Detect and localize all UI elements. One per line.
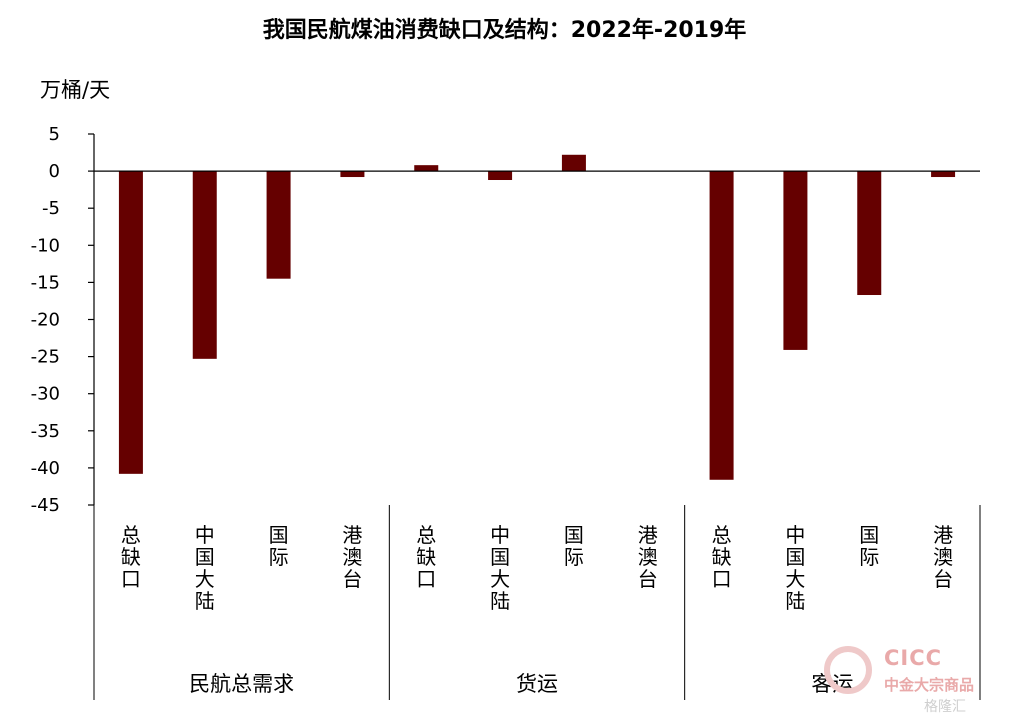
y-tick-label: -30: [31, 384, 60, 405]
x-category-label: 港澳台: [638, 523, 658, 591]
y-tick-label: -40: [31, 458, 60, 479]
watermark-brand: CICC: [884, 646, 943, 670]
x-category-label: 港澳台: [933, 523, 953, 591]
y-tick-label: 5: [49, 124, 60, 145]
chart-title: 我国民航煤油消费缺口及结构：2022年-2019年: [262, 18, 747, 43]
y-axis-unit-label: 万桶/天: [40, 78, 111, 102]
bar: [561, 154, 586, 172]
x-group-label: 货运: [516, 672, 558, 696]
bar: [488, 171, 513, 181]
y-tick-label: -45: [31, 495, 60, 516]
y-tick-label: 0: [49, 161, 60, 182]
y-tick-label: -35: [31, 421, 60, 442]
x-category-label: 国际: [564, 523, 584, 569]
bar: [783, 171, 808, 350]
x-category-label: 中国大陆: [195, 523, 215, 613]
bar: [709, 171, 734, 480]
watermark-corner: 格隆汇: [924, 699, 966, 715]
bar: [118, 171, 143, 474]
x-category-label: 港澳台: [342, 523, 362, 591]
bars-layer: [118, 154, 956, 480]
bar: [266, 171, 291, 279]
cicc-logo-icon: [824, 646, 872, 694]
x-group-label: 民航总需求: [189, 672, 294, 696]
x-category-label: 国际: [269, 523, 289, 569]
x-category-label: 总缺口: [416, 523, 436, 591]
x-category-label: 中国大陆: [785, 523, 805, 613]
watermark-subtitle: 中金大宗商品: [884, 676, 975, 694]
watermark: CICC 中金大宗商品 格隆汇: [824, 644, 1004, 715]
bar: [340, 171, 365, 178]
axes-layer: [88, 133, 981, 700]
x-category-label: 总缺口: [712, 523, 732, 591]
y-tick-label: -15: [31, 272, 60, 293]
y-tick-label: -5: [42, 198, 60, 219]
bar: [414, 165, 439, 172]
y-tick-label: -20: [31, 310, 60, 331]
x-category-label: 中国大陆: [490, 523, 510, 613]
y-tick-label: -25: [31, 347, 60, 368]
bar: [192, 171, 217, 359]
x-category-label: 总缺口: [121, 523, 141, 591]
x-category-label: 国际: [859, 523, 879, 569]
bar: [931, 171, 956, 178]
labels-layer: 5 0 -5 -10 -15 -20 -25 -30 -35 -40 -45 总缺口 中国大陆 国际 港澳台…: [31, 124, 953, 696]
bar: [857, 171, 882, 296]
y-tick-label: -10: [31, 235, 60, 256]
